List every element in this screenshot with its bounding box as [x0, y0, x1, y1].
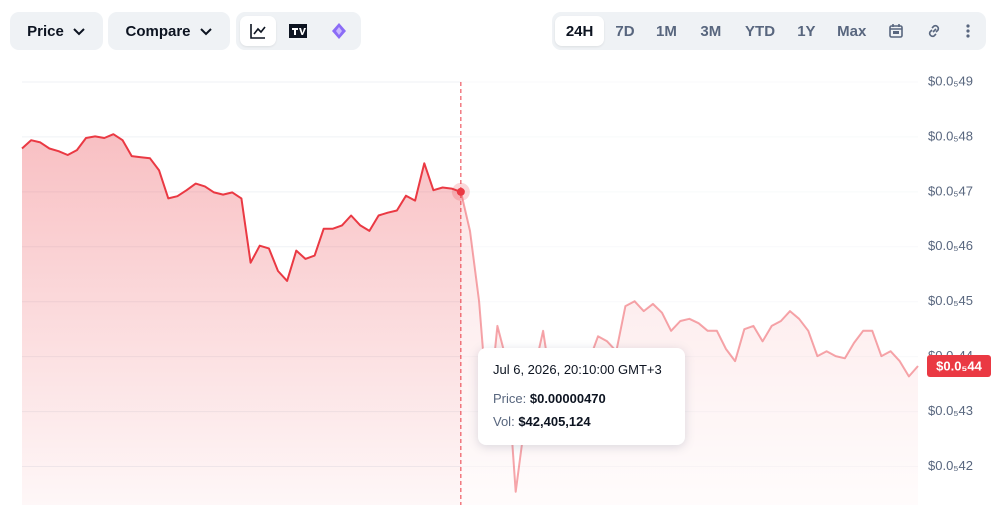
range-group: 24H 7D 1M 3M YTD 1Y Max [552, 12, 986, 50]
price-text: Price [27, 22, 64, 40]
chart-type-group [236, 12, 361, 50]
y-tick-label: $0.0₅45 [928, 293, 973, 308]
range-button[interactable]: 3M [700, 22, 722, 40]
y-tick-label: $0.0₅43 [928, 403, 973, 418]
tooltip-price: $0.00000470 [529, 391, 606, 406]
calendar-icon [889, 24, 903, 38]
diamond-icon [331, 23, 346, 39]
range-button[interactable]: 7D [615, 22, 635, 40]
price-line [21, 133, 919, 493]
y-tick-label: $0.0₅48 [928, 128, 973, 143]
tooltip-price-row: Price: $0.00000470 [493, 391, 670, 406]
chevron [199, 28, 212, 36]
price-group: Price [10, 12, 103, 50]
compare-group: Compare [108, 12, 230, 50]
line-icon [250, 24, 266, 39]
range-button[interactable]: Max [837, 22, 867, 40]
tv-icon [289, 24, 308, 38]
y-tick-label: $0.0₅47 [928, 183, 973, 198]
line-chart-button[interactable] [240, 16, 277, 46]
more-button[interactable] [954, 16, 983, 46]
tooltip-date: Jul 6, 2026, 20:10:00 GMT+3 [493, 362, 662, 377]
range-button[interactable]: 24H [555, 16, 605, 46]
y-tick-label: $0.0₅49 [928, 73, 973, 88]
range-button[interactable]: 1Y [797, 22, 816, 40]
link-icon [929, 24, 940, 38]
tooltip-vol-label: Vol: [493, 414, 515, 429]
compare-button[interactable]: Compare [108, 16, 230, 46]
range-button[interactable]: YTD [745, 22, 776, 40]
tooltip-vol: $42,405,124 [518, 414, 591, 429]
hover-point [456, 187, 465, 196]
tooltip: Jul 6, 2026, 20:10:00 GMT+3 Price: $0.00… [478, 348, 685, 445]
last-price-label: $0.0₅44 [936, 358, 982, 373]
y-tick-label: $0.0₅42 [928, 458, 973, 473]
price-button[interactable]: Price [10, 16, 103, 46]
compare-text: Compare [125, 22, 191, 40]
tooltip-price-label: Price: [493, 391, 527, 406]
last-price-badge [927, 355, 991, 378]
tradingview-button[interactable] [280, 16, 316, 46]
depth-button[interactable] [321, 16, 357, 46]
tooltip-vol-row: Vol: $42,405,124 [493, 414, 670, 429]
more-icon [966, 24, 970, 38]
calendar-button[interactable] [877, 16, 914, 46]
link-button[interactable] [916, 16, 953, 46]
y-tick-label: $0.0₅46 [928, 238, 973, 253]
range-button[interactable]: 1M [655, 22, 677, 40]
chevron [73, 28, 85, 36]
